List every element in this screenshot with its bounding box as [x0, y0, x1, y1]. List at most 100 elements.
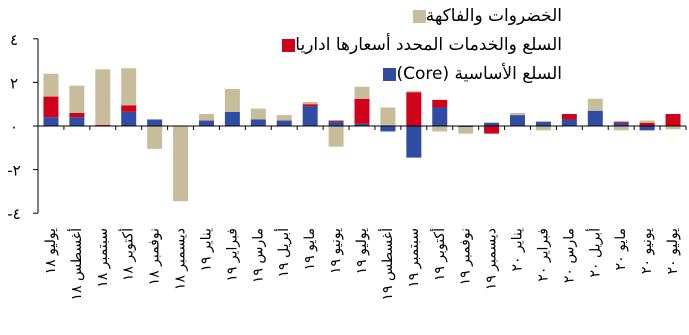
bar-segment — [406, 92, 422, 126]
bar-segment — [458, 127, 474, 134]
x-tick-label: فبراير ٢٠ — [535, 228, 551, 282]
bar-segment — [173, 126, 189, 202]
bar-segment — [432, 126, 448, 132]
legend-label-administered-prices: السلع والخدمات المحدد أسعارها اداريا — [295, 35, 562, 55]
bar-segment — [354, 123, 370, 126]
bar-segment — [328, 121, 344, 126]
bar-segment — [328, 126, 344, 147]
bar-segment — [561, 114, 577, 120]
bar-segment — [224, 111, 240, 126]
x-tick-label: ديسمبر ١٨ — [173, 228, 189, 290]
bar-segment — [95, 69, 111, 125]
bar-segment — [484, 126, 500, 134]
y-tick-label: -٢ — [7, 162, 20, 180]
x-tick-label: فبراير ١٩ — [224, 228, 240, 282]
bar-segment — [121, 68, 137, 106]
legend-item-vegetables-fruits: الخضروات والفاكهة — [407, 6, 562, 26]
x-tick-label: يوليو ٢٠ — [665, 228, 681, 274]
x-tick-label: أكتوبر ١٨ — [119, 228, 137, 281]
bar-segment — [613, 121, 629, 123]
bar-segment — [302, 106, 318, 126]
bar-segment — [432, 99, 448, 108]
bar-segment — [510, 112, 526, 116]
bars-group — [43, 68, 681, 202]
x-tick-label: مارس ٢٠ — [561, 228, 577, 283]
bar-segment — [147, 126, 163, 149]
bar-segment — [121, 105, 137, 112]
bar-segment — [250, 108, 266, 120]
x-axis — [37, 125, 687, 130]
bar-segment — [43, 96, 59, 118]
legend-swatch-vegetables-fruits — [412, 9, 426, 23]
bar-segment — [354, 86, 370, 99]
x-tick-label: مايو ٢٠ — [613, 228, 629, 270]
bar-segment — [458, 126, 474, 128]
bar-segment — [665, 126, 681, 130]
legend-swatch-administered-prices — [282, 38, 296, 52]
bar-segment — [665, 114, 681, 126]
bar-segment — [302, 104, 318, 107]
bar-segment — [639, 126, 655, 131]
y-tick-label: ٢ — [10, 74, 18, 92]
bar-segment — [224, 88, 240, 112]
x-tick-label: سبتمبر ١٩ — [406, 228, 422, 288]
bar-segment — [406, 126, 422, 158]
x-tick-label: مارس ١٩ — [250, 228, 266, 283]
bar-segment — [302, 102, 318, 105]
x-tick-label: سبتمبر ١٨ — [95, 228, 111, 288]
legend-label-core: السلع الأساسية (Core) — [396, 64, 562, 84]
bar-segment — [639, 122, 655, 126]
bar-segment — [587, 110, 603, 126]
bar-segment — [380, 126, 396, 132]
bar-segment — [406, 91, 422, 93]
bar-segment — [510, 115, 526, 126]
bar-segment — [432, 107, 448, 126]
bar-segment — [587, 98, 603, 111]
x-tick-labels: يوليو ١٨ أغسطس ١٨ سبتمبر ١٨ أكتوبر ١٨ نوفمبر… — [43, 228, 681, 301]
bar-segment — [69, 85, 85, 113]
bar-segment — [250, 119, 266, 126]
x-tick-label: نوفمبر ١٨ — [147, 228, 163, 285]
x-tick-label: ديسمبر ١٩ — [484, 228, 500, 290]
bar-segment — [43, 73, 59, 97]
x-tick-label: يناير ١٩ — [198, 228, 214, 272]
bar-segment — [121, 111, 137, 126]
bar-segment — [95, 124, 111, 126]
bar-segment — [328, 120, 344, 122]
bar-segment — [613, 126, 629, 131]
bar-segment — [198, 114, 214, 121]
x-tick-label: أغسطس ١٩ — [378, 228, 396, 301]
x-tick-label: يونيو ١٩ — [328, 228, 344, 274]
y-tick-label: ٠ — [10, 118, 18, 136]
bar-segment — [639, 120, 655, 123]
bar-segment — [198, 120, 214, 126]
bar-segment — [561, 119, 577, 126]
x-tick-label: أغسطس ١٨ — [67, 228, 85, 301]
y-tick-label: -٤ — [7, 205, 20, 223]
bar-segment — [484, 122, 500, 126]
y-tick-label: ٤ — [10, 31, 18, 49]
x-tick-label: أبريل ٢٠ — [585, 228, 603, 278]
bar-segment — [535, 126, 551, 131]
x-tick-label: يوليو ١٨ — [43, 228, 59, 274]
legend-swatch-core — [383, 67, 397, 81]
x-tick-label: أكتوبر ١٩ — [430, 228, 448, 281]
x-tick-label: يناير ٢٠ — [510, 228, 526, 272]
legend-item-core: السلع الأساسية (Core) — [377, 64, 562, 84]
bar-segment — [147, 119, 163, 126]
bar-segment — [276, 115, 292, 121]
x-tick-label: يونيو ٢٠ — [639, 228, 655, 274]
bar-segment — [69, 112, 85, 118]
bar-segment — [613, 122, 629, 126]
x-tick-label: يوليو ١٩ — [354, 228, 370, 274]
bar-segment — [535, 121, 551, 126]
bar-segment — [276, 120, 292, 126]
bar-segment — [380, 107, 396, 126]
x-tick-label: نوفمبر ١٩ — [458, 228, 474, 285]
y-axis: ٤ ٢ ٠ -٢ -٤ — [7, 31, 39, 223]
bar-segment — [354, 98, 370, 124]
x-tick-label: أبريل ١٩ — [274, 228, 292, 278]
bar-segment — [43, 117, 59, 126]
legend-label-vegetables-fruits: الخضروات والفاكهة — [425, 6, 562, 26]
x-tick-label: مايو ١٩ — [302, 228, 318, 270]
